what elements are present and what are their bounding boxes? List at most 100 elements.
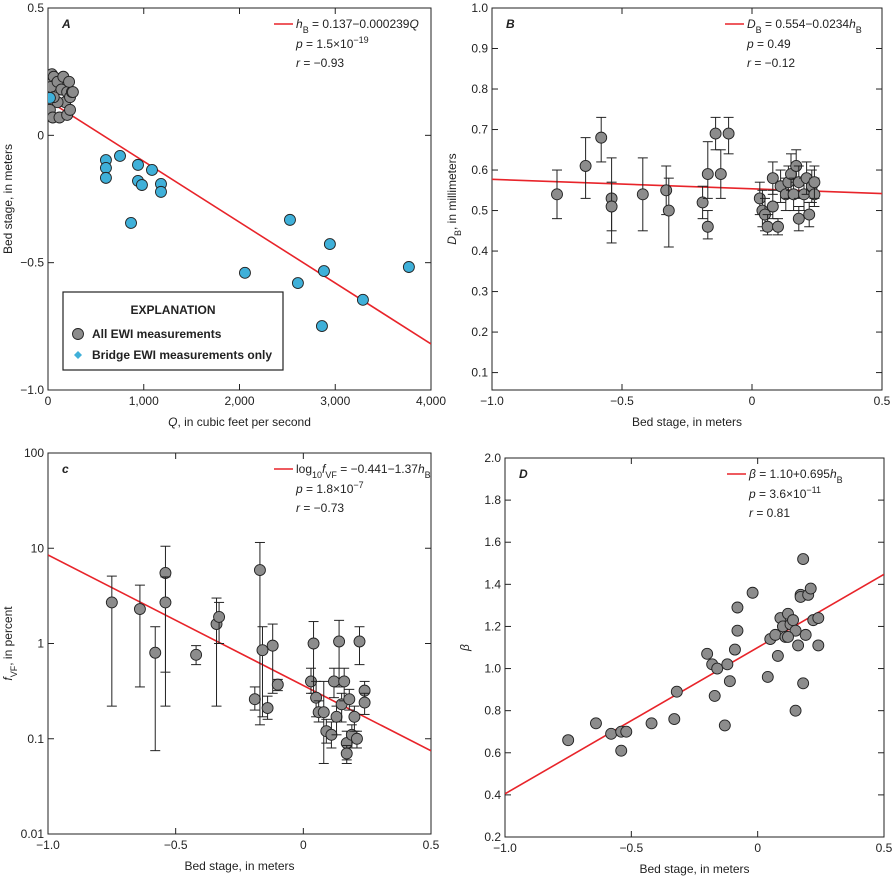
text-part: −11	[806, 485, 821, 495]
data-point	[711, 662, 724, 675]
data-point	[721, 658, 734, 671]
text-part: h	[830, 467, 837, 481]
data-point	[271, 678, 284, 691]
y-tick-label: 0	[37, 128, 44, 142]
data-point	[660, 184, 673, 197]
data-point	[772, 220, 784, 233]
text-part: p	[295, 482, 303, 496]
data-point	[351, 732, 363, 745]
data-point	[595, 131, 608, 144]
x-tick-label: 0	[300, 838, 307, 852]
data-point	[99, 171, 112, 184]
data-point	[340, 747, 353, 760]
data-point	[723, 675, 736, 688]
data-point	[333, 635, 346, 648]
text-part: r	[296, 56, 301, 70]
plot-area	[48, 541, 431, 764]
fit-statistic: r = −0.93	[296, 56, 344, 70]
panel: −1.0 −0.5 0 0.5 0.2 0.4 0.6 0.8 1.0 1.2 1.4 1.6 1.8 2…	[458, 451, 893, 876]
data-point	[63, 75, 76, 88]
y-tick-label: 0.6	[484, 746, 501, 760]
text-part: , in cubic feet per second	[177, 415, 310, 429]
data-point	[318, 265, 330, 278]
legend-marker	[72, 328, 84, 340]
legend-title: EXPLANATION	[130, 303, 215, 317]
data-point	[792, 639, 805, 652]
data-point	[771, 649, 784, 662]
plot-area	[48, 68, 431, 345]
x-tick-label: −0.5	[164, 838, 188, 852]
text-part: r	[749, 506, 754, 520]
legend-label: Bridge EWI measurements only	[92, 348, 272, 362]
fit-statistic: r = −0.12	[747, 56, 795, 70]
text-part: , in percent	[1, 606, 15, 666]
data-point	[253, 564, 266, 577]
panel: −1.0 −0.5 0 0.5 0.01 0.1 1 10 100 Bed stage, in m…	[1, 446, 440, 873]
panel: 0 1,000 2,000 3,000 4,000−1.0−0.500.5Q, in c…	[1, 1, 446, 429]
data-point	[696, 196, 709, 209]
fit-line	[505, 573, 884, 795]
data-point	[797, 677, 810, 690]
data-point	[789, 704, 802, 717]
y-tick-label: 0.9	[471, 42, 488, 56]
data-point	[761, 671, 774, 683]
y-tick-label: 0.5	[471, 204, 488, 218]
panel-label: D	[519, 467, 528, 481]
data-point	[239, 266, 251, 279]
plot-area	[505, 553, 884, 795]
data-point	[330, 710, 343, 723]
x-tick-label: −0.5	[619, 841, 643, 855]
text-part: D	[445, 236, 459, 245]
text-part: B	[856, 25, 862, 35]
data-point	[579, 160, 592, 172]
plot-frame	[504, 457, 885, 838]
data-point	[64, 103, 76, 116]
x-tick-label: 0.5	[876, 841, 893, 855]
text-part: = −0.93	[300, 56, 344, 70]
text-part: p	[748, 487, 756, 501]
data-point	[328, 675, 340, 688]
x-tick-label: 3,000	[320, 394, 350, 408]
data-point	[766, 172, 779, 185]
text-part: = −0.441−1.37	[337, 462, 418, 476]
data-point	[284, 213, 296, 226]
data-point	[808, 176, 821, 189]
data-point	[797, 553, 810, 566]
data-point	[605, 727, 618, 740]
data-point	[323, 238, 336, 251]
text-part: f	[322, 462, 327, 476]
data-point	[402, 261, 415, 273]
data-point	[248, 693, 261, 706]
y-tick-label: 0.1	[471, 366, 488, 380]
data-point	[615, 744, 628, 757]
fit-equation: DB = 0.554−0.0234hB	[747, 17, 862, 35]
x-axis-label: Bed stage, in meters	[639, 862, 749, 876]
data-point	[668, 713, 681, 726]
y-tick-label: 0.4	[471, 244, 488, 258]
data-point	[782, 631, 794, 643]
data-point	[358, 696, 371, 709]
data-point	[792, 212, 805, 225]
data-point	[133, 603, 146, 615]
data-point	[146, 164, 158, 176]
y-tick-label: 0.8	[471, 82, 488, 96]
fit-statistic: r = 0.81	[749, 506, 790, 520]
text-part: B	[303, 25, 309, 35]
y-axis-label: Bed stage, in meters	[1, 144, 15, 254]
text-part: D	[747, 17, 756, 31]
data-point	[66, 86, 79, 98]
x-tick-label: 0	[749, 394, 756, 408]
data-point	[317, 706, 330, 719]
data-point	[190, 648, 203, 661]
fit-equation: β = 1.10+0.695hB	[748, 467, 843, 485]
data-point	[132, 158, 144, 171]
data-point	[746, 586, 759, 599]
data-point	[761, 220, 774, 233]
data-point	[291, 277, 304, 289]
y-tick-label: −1.0	[20, 383, 44, 397]
y-tick-label: 1.8	[484, 493, 501, 507]
text-part: −7	[353, 480, 363, 490]
data-point	[789, 624, 802, 637]
text-part: = 0.81	[753, 506, 790, 520]
y-tick-label: 0.5	[27, 1, 44, 15]
